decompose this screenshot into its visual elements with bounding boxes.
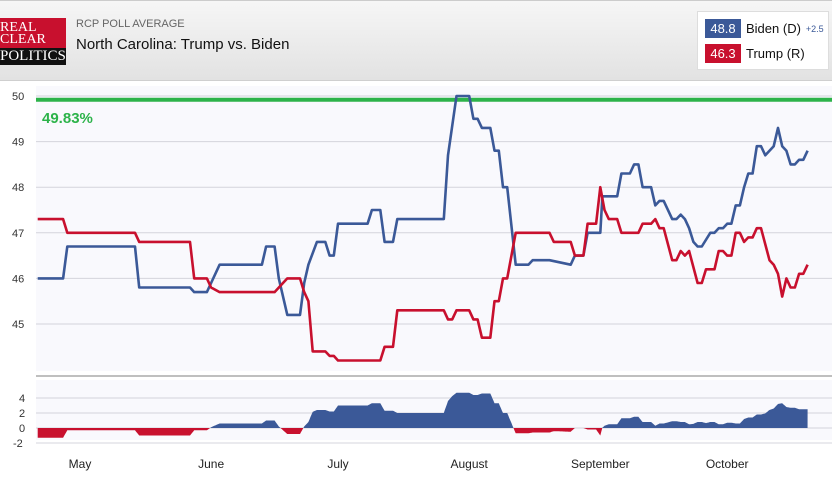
trump-value: 46.3 bbox=[705, 44, 741, 63]
spread-tick-label: 2 bbox=[19, 408, 25, 420]
spread-tick-label: -2 bbox=[13, 438, 23, 450]
y-tick-label: 45 bbox=[12, 319, 24, 331]
spread-area-biden-lead bbox=[37, 392, 808, 428]
legend: 48.8 Biden (D) +2.5 46.3 Trump (R) bbox=[697, 11, 829, 70]
threshold-label: 49.83% bbox=[42, 110, 93, 127]
trump-label: Trump (R) bbox=[746, 46, 805, 61]
spread-area-trump-lead bbox=[37, 428, 808, 438]
legend-item-trump[interactable]: 46.3 Trump (R) bbox=[705, 44, 805, 63]
logo-text-real: REAL bbox=[0, 20, 37, 35]
plot-background bbox=[36, 86, 832, 371]
trump-series-line[interactable] bbox=[37, 185, 809, 362]
y-tick-label: 49 bbox=[12, 137, 24, 149]
logo-text-clear: CLEAR bbox=[0, 32, 46, 47]
chart-title: North Carolina: Trump vs. Biden bbox=[76, 36, 290, 53]
x-month-label: August bbox=[450, 457, 488, 471]
chart-kicker: RCP POLL AVERAGE bbox=[76, 18, 185, 30]
chart-header: REAL CLEAR POLITICS RCP POLL AVERAGE Nor… bbox=[0, 0, 832, 81]
y-tick-label: 50 bbox=[12, 91, 24, 103]
x-month-label: September bbox=[571, 457, 630, 471]
y-tick-label: 47 bbox=[12, 228, 24, 240]
y-tick-label: 46 bbox=[12, 273, 24, 285]
biden-spread: +2.5 bbox=[805, 23, 824, 34]
x-month-label: May bbox=[69, 457, 92, 471]
x-month-label: October bbox=[706, 457, 749, 471]
x-month-label: July bbox=[327, 457, 348, 471]
rcp-logo[interactable]: REAL CLEAR POLITICS bbox=[0, 18, 66, 65]
biden-value: 48.8 bbox=[705, 19, 741, 38]
biden-label: Biden (D) bbox=[746, 21, 801, 36]
x-month-label: June bbox=[198, 457, 224, 471]
y-tick-label: 48 bbox=[12, 182, 24, 194]
spread-tick-label: 4 bbox=[19, 393, 25, 405]
biden-series-line[interactable] bbox=[37, 94, 809, 317]
legend-item-biden[interactable]: 48.8 Biden (D) +2.5 bbox=[705, 19, 824, 38]
spread-tick-label: 0 bbox=[19, 423, 25, 435]
logo-text-politics: POLITICS bbox=[0, 48, 66, 65]
